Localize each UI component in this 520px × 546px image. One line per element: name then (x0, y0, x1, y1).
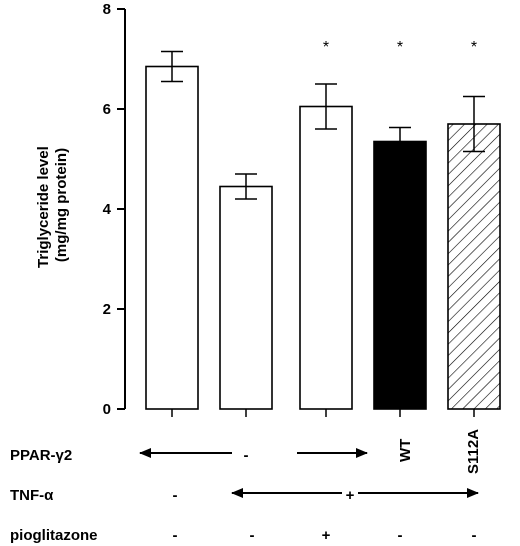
ppar-cell-s112a: S112A (465, 429, 482, 474)
ppar-cell-wt: WT (397, 439, 414, 462)
significance-star-3: * (323, 39, 329, 56)
condition-label-pioglitazone: pioglitazone (10, 527, 98, 544)
tnf-plus-backing (342, 484, 358, 502)
condition-label-ppar: PPAR-γ2 (10, 447, 72, 464)
error-bars (161, 50, 485, 200)
y-axis-label: Triglyceride level (mg/mg protein) (35, 142, 70, 268)
y-tick-label: 4 (103, 201, 112, 218)
pioglitazone-cell-2: - (250, 527, 255, 544)
significance-star-5: * (471, 39, 477, 56)
bar-5 (447, 123, 501, 410)
significance-star-4: * (397, 39, 403, 56)
bar-4 (373, 140, 427, 410)
condition-label-tnf: TNF-α (10, 487, 54, 504)
pioglitazone-cell-3: + (322, 527, 331, 544)
y-tick-label: 6 (103, 101, 111, 118)
x-ticks (171, 409, 475, 417)
tnf-cell-1: - (173, 487, 178, 504)
y-axis-label-line2: (mg/mg protein) (53, 148, 70, 262)
pioglitazone-cell-5: - (472, 527, 477, 544)
bar-2 (219, 185, 273, 410)
y-ticks: 0 2 4 6 8 (103, 1, 125, 418)
y-tick-label: 2 (103, 301, 111, 318)
pioglitazone-cell-4: - (398, 527, 403, 544)
bars (145, 65, 501, 410)
y-axis-label-line1: Triglyceride level (35, 146, 52, 268)
bar-3 (299, 105, 353, 410)
y-tick-label: 8 (103, 1, 111, 18)
y-tick-label: 0 (103, 401, 111, 418)
significance-markers: * * * (323, 39, 477, 56)
ppar-cell-2: - (244, 447, 249, 464)
bar-1 (145, 65, 199, 410)
tnf-cell-3: + (346, 487, 355, 504)
pioglitazone-cell-1: - (173, 527, 178, 544)
